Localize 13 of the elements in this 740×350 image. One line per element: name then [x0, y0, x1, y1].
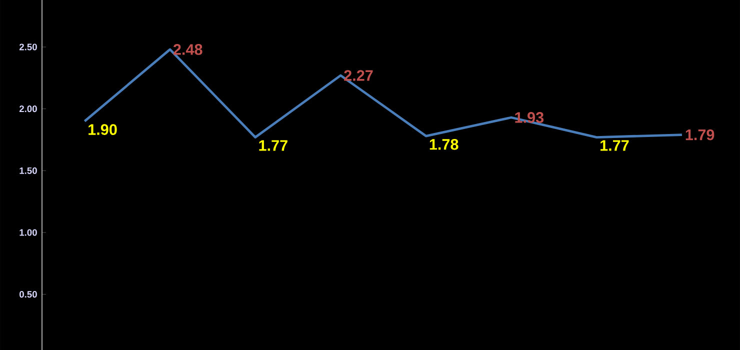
y-tick-label: 2.50 [19, 44, 37, 50]
data-label: 1.78 [430, 138, 458, 150]
y-tick-label: 1.00 [20, 229, 37, 236]
data-label: 2.27 [344, 70, 373, 81]
data-label: 2.48 [173, 44, 202, 55]
data-label: 1.79 [686, 129, 714, 140]
y-tick-label: 0.50 [20, 291, 37, 298]
data-label: 1.90 [88, 124, 117, 135]
y-tick-label: 1.50 [20, 167, 37, 174]
y-tick-label: 2.00 [19, 106, 37, 112]
data-label: 1.93 [515, 112, 544, 123]
data-label: 1.77 [259, 140, 288, 151]
data-label: 1.77 [600, 140, 629, 151]
